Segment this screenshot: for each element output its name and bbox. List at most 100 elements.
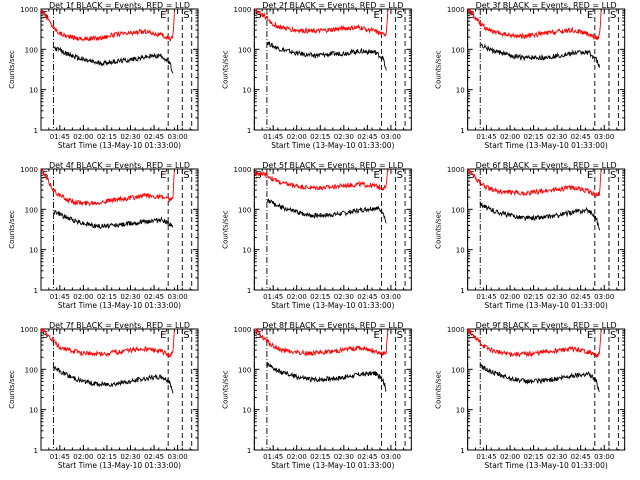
x-tick-label: 03:00 — [594, 453, 614, 461]
x-axis-label: Start Time (13-May-10 01:33:00) — [58, 141, 181, 150]
x-tick-label: 01:45 — [50, 133, 70, 141]
x-tick-label: 03:00 — [167, 133, 187, 141]
x-tick-label: 03:00 — [381, 133, 401, 141]
x-tick-label: 02:30 — [547, 293, 567, 301]
series-events-black — [53, 210, 174, 230]
y-tick-label: 10 — [242, 87, 251, 95]
y-tick-label: 100 — [451, 46, 464, 54]
x-tick-label: 01:45 — [476, 453, 496, 461]
y-tick-label: 100 — [25, 206, 38, 214]
x-tick-label: 03:00 — [381, 293, 401, 301]
x-tick-label: 02:15 — [97, 453, 117, 461]
y-tick-label: 100 — [451, 366, 464, 374]
x-tick-label: 01:45 — [263, 453, 283, 461]
x-axis-label: Start Time (13-May-10 01:33:00) — [485, 141, 608, 150]
x-tick-label: 03:00 — [167, 293, 187, 301]
y-tick-label: 1 — [460, 447, 464, 455]
x-tick-label: 03:00 — [381, 453, 401, 461]
x-axis-label: Start Time (13-May-10 01:33:00) — [58, 461, 181, 470]
event-marker-label: E — [587, 170, 593, 181]
plot-frame — [467, 168, 626, 291]
x-tick-label: 02:30 — [547, 133, 567, 141]
panel-title: Det 8f BLACK = Events, RED = LLD — [262, 321, 403, 330]
x-tick-label: 02:15 — [524, 453, 544, 461]
y-tick-label: 1 — [247, 287, 251, 295]
x-tick-label: 03:00 — [594, 293, 614, 301]
event-marker-label: S — [610, 330, 616, 341]
x-tick-label: 02:00 — [287, 133, 307, 141]
series-events-black — [53, 365, 174, 394]
y-tick-label: 1000 — [20, 326, 38, 334]
series-events-black — [266, 361, 387, 393]
y-tick-label: 100 — [451, 206, 464, 214]
series-events-black — [480, 43, 600, 68]
x-tick-label: 02:00 — [287, 293, 307, 301]
panel-det-2: Det 2f BLACK = Events, RED = LLD 1 10 100 10… — [221, 1, 412, 150]
panel-title: Det 1f BLACK = Events, RED = LLD — [49, 1, 190, 10]
x-tick-label: 02:00 — [500, 293, 520, 301]
series-lld-red — [254, 8, 389, 37]
x-tick-label: 02:45 — [571, 133, 591, 141]
x-tick-label: 02:30 — [547, 453, 567, 461]
x-tick-label: 02:30 — [334, 453, 354, 461]
y-tick-label: 1000 — [447, 166, 465, 174]
x-tick-label: 02:15 — [310, 133, 330, 141]
panel-det-1: Det 1f BLACK = Events, RED = LLD 1 10 100 10… — [8, 1, 199, 150]
panel-title: Det 2f BLACK = Events, RED = LLD — [262, 1, 403, 10]
series-lld-red — [40, 9, 175, 43]
panel-title: Det 3f BLACK = Events, RED = LLD — [476, 1, 617, 10]
panel-title: Det 9f BLACK = Events, RED = LLD — [476, 321, 617, 330]
x-tick-label: 02:45 — [571, 453, 591, 461]
x-tick-label: 02:00 — [73, 133, 93, 141]
event-marker-label: E — [374, 170, 380, 181]
event-marker-label: S — [397, 330, 403, 341]
event-marker-label: S — [397, 10, 403, 21]
panel-det-6: Det 6f BLACK = Events, RED = LLD 1 10 100 10… — [435, 161, 626, 310]
plot-frame — [253, 328, 412, 451]
x-tick-label: 02:15 — [310, 453, 330, 461]
x-tick-label: 02:15 — [310, 293, 330, 301]
event-marker-label: E — [587, 10, 593, 21]
y-tick-label: 1000 — [447, 326, 465, 334]
panel-det-3: Det 3f BLACK = Events, RED = LLD 1 10 100 10… — [435, 1, 626, 150]
y-tick-label: 1000 — [20, 166, 38, 174]
panel-title: Det 5f BLACK = Events, RED = LLD — [262, 161, 403, 170]
y-tick-label: 1 — [247, 127, 251, 135]
x-tick-label: 02:15 — [97, 133, 117, 141]
y-tick-label: 1 — [34, 287, 38, 295]
y-tick-label: 100 — [238, 206, 251, 214]
series-lld-red — [467, 8, 602, 41]
y-axis-label: Counts/sec — [221, 210, 229, 249]
x-tick-label: 02:15 — [97, 293, 117, 301]
y-tick-label: 100 — [25, 366, 38, 374]
event-marker-label: E — [587, 330, 593, 341]
y-tick-label: 10 — [456, 87, 465, 95]
x-tick-label: 02:45 — [144, 133, 164, 141]
y-axis-label: Counts/sec — [221, 50, 229, 89]
y-tick-label: 10 — [29, 407, 38, 415]
series-events-black — [479, 363, 600, 392]
y-tick-label: 10 — [242, 407, 251, 415]
y-tick-label: 1000 — [447, 6, 465, 14]
x-tick-label: 03:00 — [594, 133, 614, 141]
x-tick-label: 02:00 — [500, 133, 520, 141]
x-tick-label: 01:45 — [50, 453, 70, 461]
event-marker-label: S — [183, 170, 189, 181]
x-tick-label: 01:45 — [476, 293, 496, 301]
x-tick-label: 02:45 — [357, 453, 377, 461]
series-events-black — [53, 45, 174, 74]
x-tick-label: 02:45 — [144, 293, 164, 301]
event-marker-label: S — [397, 170, 403, 181]
panel-det-5: Det 5f BLACK = Events, RED = LLD 1 10 100 10… — [221, 161, 412, 310]
plot-frame — [467, 328, 626, 451]
x-tick-label: 02:15 — [524, 293, 544, 301]
x-tick-label: 02:15 — [524, 133, 544, 141]
panel-title: Det 7f BLACK = Events, RED = LLD — [49, 321, 190, 330]
y-tick-label: 100 — [238, 366, 251, 374]
series-lld-red — [40, 327, 175, 358]
y-tick-label: 1 — [34, 127, 38, 135]
y-axis-label: Counts/sec — [435, 50, 443, 89]
x-tick-label: 02:00 — [73, 293, 93, 301]
event-marker-label: S — [469, 170, 475, 181]
